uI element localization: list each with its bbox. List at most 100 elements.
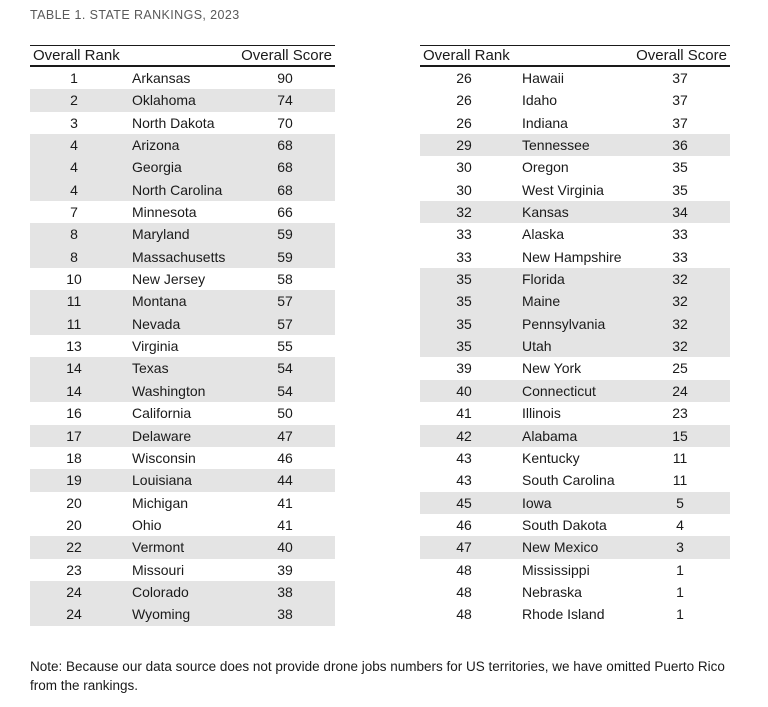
rank-cell: 35 — [456, 293, 472, 310]
state-cell: Nevada — [132, 315, 181, 332]
rank-cell: 29 — [456, 137, 472, 154]
score-cell: 50 — [277, 405, 293, 422]
score-cell: 59 — [277, 226, 293, 243]
state-cell: Kentucky — [522, 449, 580, 466]
table-row: 13 Virginia 55 — [30, 335, 335, 357]
table-header: Overall Rank Overall Score — [30, 45, 335, 67]
table-row: 48 Rhode Island 1 — [420, 603, 730, 625]
score-cell: 33 — [672, 248, 688, 265]
state-cell: Kansas — [522, 204, 569, 221]
state-cell: Pennsylvania — [522, 315, 606, 332]
state-cell: Alabama — [522, 427, 578, 444]
score-cell: 70 — [277, 114, 293, 131]
table-header: Overall Rank Overall Score — [420, 45, 730, 67]
rank-cell: 7 — [70, 204, 78, 221]
rank-cell: 19 — [66, 472, 82, 489]
score-cell: 58 — [277, 271, 293, 288]
score-cell: 35 — [672, 181, 688, 198]
rank-cell: 14 — [66, 360, 82, 377]
rank-cell: 2 — [70, 92, 78, 109]
rank-cell: 18 — [66, 449, 82, 466]
state-cell: Michigan — [132, 494, 189, 511]
score-cell: 47 — [277, 427, 293, 444]
table-row: 14 Texas 54 — [30, 357, 335, 380]
score-cell: 57 — [277, 293, 293, 310]
rank-cell: 40 — [456, 382, 472, 399]
table-row: 30 Oregon 35 — [420, 156, 730, 178]
state-cell: Massachusetts — [132, 248, 226, 265]
state-cell: Idaho — [522, 92, 558, 109]
rank-cell: 47 — [456, 539, 472, 556]
score-cell: 74 — [277, 92, 293, 109]
table-row: 32 Kansas 34 — [420, 201, 730, 224]
state-cell: Vermont — [132, 539, 185, 556]
rank-cell: 24 — [66, 583, 82, 600]
score-cell: 55 — [277, 338, 293, 355]
score-cell: 68 — [277, 137, 293, 154]
state-cell: Florida — [522, 271, 565, 288]
score-cell: 11 — [672, 449, 688, 466]
rank-cell: 14 — [66, 382, 82, 399]
state-cell: Connecticut — [522, 382, 596, 399]
score-cell: 54 — [277, 360, 293, 377]
table-row: 47 New Mexico 3 — [420, 536, 730, 559]
rank-cell: 13 — [66, 338, 82, 355]
table-row: 35 Pennsylvania 32 — [420, 312, 730, 336]
rank-cell: 1 — [70, 70, 78, 86]
footnote-line-2: from the rankings. — [30, 677, 139, 693]
state-cell: Alaska — [522, 226, 565, 243]
score-cell: 5 — [676, 494, 684, 511]
table-row: 8 Maryland 59 — [30, 223, 335, 246]
state-cell: South Dakota — [522, 516, 607, 533]
state-cell: New York — [522, 360, 582, 377]
table-row: 18 Wisconsin 46 — [30, 447, 335, 469]
column-header-rank: Overall Rank — [423, 47, 510, 64]
score-cell: 1 — [676, 561, 684, 578]
rank-cell: 33 — [456, 226, 472, 243]
state-cell: Wisconsin — [132, 449, 196, 466]
table-row: 35 Utah 32 — [420, 335, 730, 358]
score-cell: 41 — [277, 494, 293, 511]
table-row: 39 New York 25 — [420, 357, 730, 379]
score-cell: 24 — [672, 382, 688, 399]
rank-cell: 20 — [66, 494, 82, 511]
rank-cell: 35 — [456, 315, 472, 332]
column-header-score: Overall Score — [636, 47, 727, 64]
table-row: 40 Connecticut 24 — [420, 379, 730, 403]
table-row: 43 South Carolina 11 — [420, 469, 730, 491]
rank-cell: 46 — [456, 516, 472, 533]
score-cell: 66 — [277, 204, 293, 221]
rank-cell: 43 — [456, 449, 472, 466]
table-row: 17 Delaware 47 — [30, 424, 335, 447]
score-cell: 3 — [676, 539, 684, 556]
rank-cell: 33 — [456, 248, 472, 265]
state-cell: Washington — [132, 382, 206, 399]
score-cell: 23 — [672, 405, 688, 422]
state-cell: New Mexico — [522, 539, 599, 556]
table-row: 46 South Dakota 4 — [420, 514, 730, 536]
state-cell: Arizona — [132, 137, 180, 154]
table-row: 2 Oklahoma 74 — [30, 89, 335, 112]
table-row: 4 Arizona 68 — [30, 134, 335, 157]
state-cell: Montana — [132, 293, 187, 310]
rank-cell: 35 — [456, 271, 472, 288]
rank-cell: 3 — [70, 114, 78, 131]
score-cell: 4 — [676, 516, 684, 533]
score-cell: 59 — [277, 248, 293, 265]
score-cell: 11 — [672, 472, 688, 489]
score-cell: 38 — [277, 606, 293, 623]
table-row: 48 Mississippi 1 — [420, 559, 730, 581]
state-cell: Mississippi — [522, 561, 590, 578]
table-row: 41 Illinois 23 — [420, 402, 730, 424]
rankings-table-right: Overall Rank Overall Score 26 Hawaii 37 26 I… — [420, 45, 730, 626]
rank-cell: 20 — [66, 516, 82, 533]
table-row: 26 Hawaii 37 — [420, 67, 730, 89]
score-cell: 36 — [672, 137, 688, 154]
table-row: 24 Wyoming 38 — [30, 603, 335, 626]
table-row: 8 Massachusetts 59 — [30, 245, 335, 269]
state-cell: Delaware — [132, 427, 192, 444]
state-cell: California — [132, 405, 192, 422]
table-row: 7 Minnesota 66 — [30, 201, 335, 223]
state-cell: Iowa — [522, 494, 552, 511]
